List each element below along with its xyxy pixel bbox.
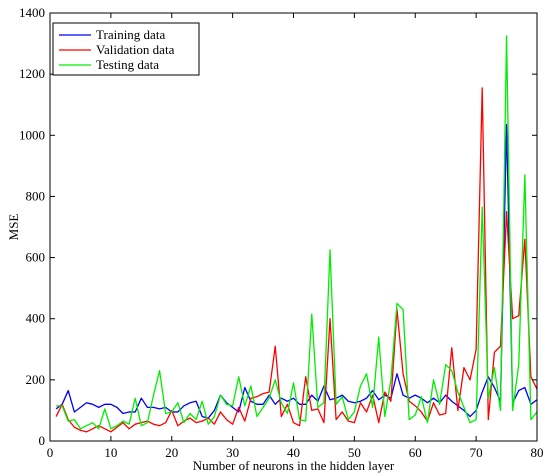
legend-box [52,22,200,76]
legend-item: Testing data [59,57,159,72]
axis-ticks [49,12,538,442]
x-tick-label: 40 [287,445,300,460]
legend-item: Training data [59,27,165,42]
x-axis-label: Number of neurons in the hidden layer [193,458,395,473]
y-tick-label: 400 [26,311,46,326]
y-tick-label: 1000 [19,127,45,142]
legend-label: Training data [96,27,165,42]
legend-label: Testing data [96,57,159,72]
plot-frame [49,12,538,442]
series-line-testing-data [56,35,538,430]
x-tick-label: 20 [165,445,178,460]
legend-label: Validation data [96,42,175,57]
y-tick-label: 0 [39,433,46,448]
x-tick-label: 10 [104,445,117,460]
y-tick-label: 600 [26,250,46,265]
legend-item: Validation data [59,42,175,57]
series-lines [55,35,538,433]
x-tick-label: 60 [409,445,422,460]
x-tick-label: 50 [348,445,361,460]
x-tick-label: 30 [226,445,239,460]
x-tick-label: 80 [531,445,544,460]
y-tick-label: 200 [26,372,46,387]
axis-tick-labels: 0 10 20 30 40 50 60 70 8002004006008001000120014… [19,5,544,460]
y-tick-label: 1400 [19,5,45,20]
y-tick-label: 1200 [19,66,45,81]
y-tick-label: 800 [26,188,46,203]
y-axis-label: MSE [6,214,21,241]
x-tick-label: 70 [470,445,483,460]
series-line-training-data [55,123,538,419]
x-tick-label: 0 [47,445,54,460]
series-line-validation-data [55,87,538,433]
